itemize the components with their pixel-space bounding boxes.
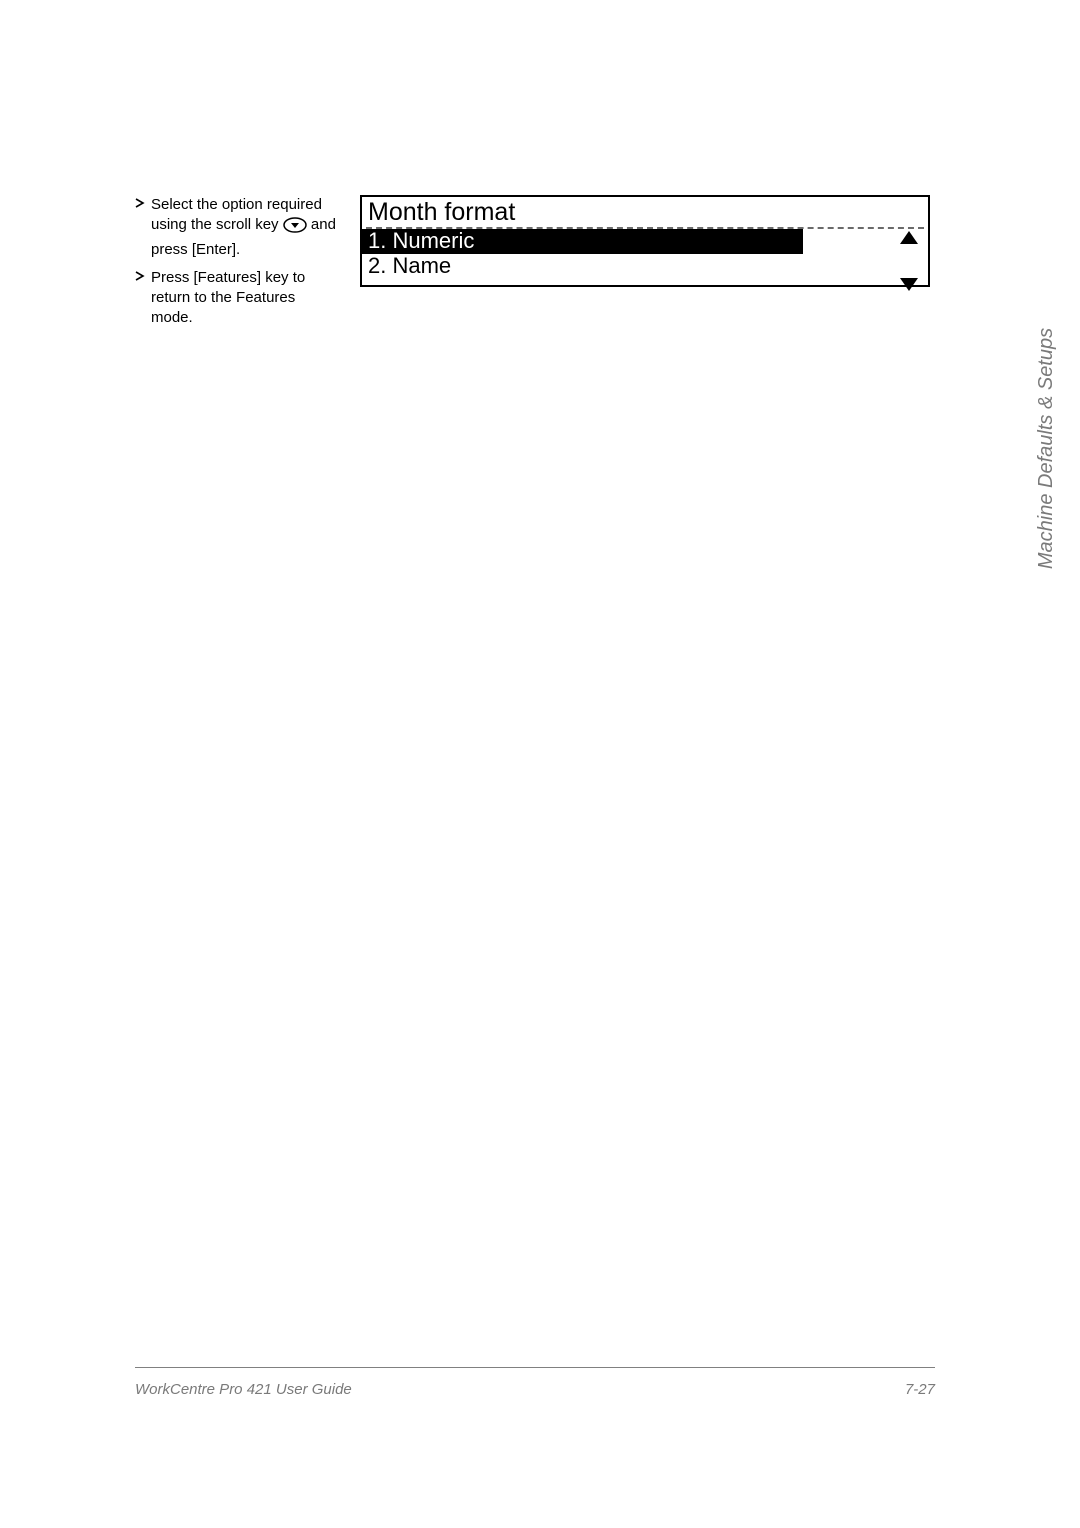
instruction-text: Press [Features] key to return to the Fe… bbox=[151, 268, 340, 329]
lcd-scroll-arrows bbox=[900, 231, 918, 291]
lcd-panel: Month format 1. Numeric 2. Name bbox=[360, 195, 930, 287]
side-section-label: Machine Defaults & Setups bbox=[1032, 180, 1062, 460]
instruction-item: Press [Features] key to return to the Fe… bbox=[135, 268, 340, 329]
lcd-option-selected[interactable]: 1. Numeric bbox=[362, 229, 803, 254]
footer-right: 7-27 bbox=[905, 1381, 935, 1398]
lcd-options: 1. Numeric 2. Name bbox=[362, 229, 928, 279]
footer-rule bbox=[135, 1367, 935, 1368]
lcd-option[interactable]: 2. Name bbox=[362, 254, 803, 279]
scroll-key-icon bbox=[283, 217, 307, 239]
instruction-item: Select the option required using the scr… bbox=[135, 195, 340, 260]
display-column: Month format 1. Numeric 2. Name bbox=[360, 195, 930, 337]
page: Machine Defaults & Setups Select the opt… bbox=[0, 0, 1080, 1528]
bullet-chevron-icon bbox=[135, 198, 145, 260]
side-section-label-text: Machine Defaults & Setups bbox=[1036, 328, 1059, 569]
scroll-up-icon[interactable] bbox=[900, 231, 918, 244]
footer-left: WorkCentre Pro 421 User Guide bbox=[135, 1381, 352, 1398]
content-area: Select the option required using the scr… bbox=[135, 195, 930, 337]
instruction-text-pre: Press [Features] key to return to the Fe… bbox=[151, 269, 305, 327]
lcd-title: Month format bbox=[362, 197, 928, 227]
scroll-down-icon[interactable] bbox=[900, 278, 918, 291]
two-column-layout: Select the option required using the scr… bbox=[135, 195, 930, 337]
instruction-text: Select the option required using the scr… bbox=[151, 195, 340, 260]
instruction-column: Select the option required using the scr… bbox=[135, 195, 340, 337]
bullet-chevron-icon bbox=[135, 271, 145, 329]
page-footer: WorkCentre Pro 421 User Guide 7-27 bbox=[135, 1381, 935, 1398]
